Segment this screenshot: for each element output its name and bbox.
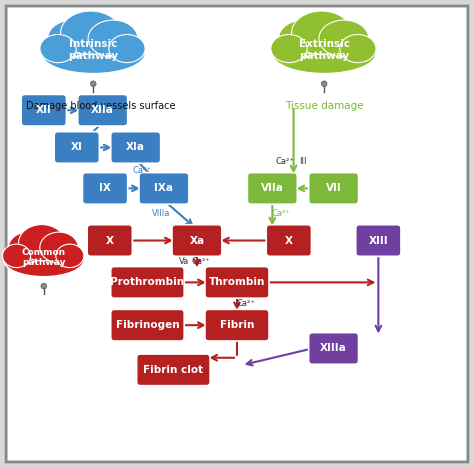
FancyBboxPatch shape [139,173,189,204]
FancyBboxPatch shape [266,225,311,256]
Ellipse shape [48,20,98,57]
Text: VIIa: VIIa [261,183,284,193]
Text: Extrinsic
pathway: Extrinsic pathway [299,39,350,61]
Text: Va: Va [179,257,189,266]
Text: XIIa: XIIa [91,105,114,115]
FancyBboxPatch shape [82,173,128,204]
Text: XI: XI [71,142,83,153]
Text: Ca²⁺: Ca²⁺ [132,166,151,175]
Text: XII: XII [36,105,52,115]
Text: III: III [299,157,307,167]
FancyBboxPatch shape [309,333,358,364]
FancyBboxPatch shape [87,225,132,256]
Text: IXa: IXa [155,183,173,193]
FancyBboxPatch shape [205,309,269,341]
Text: Fibrin clot: Fibrin clot [143,365,203,375]
Ellipse shape [271,35,307,63]
Ellipse shape [319,20,369,57]
FancyBboxPatch shape [21,95,66,126]
Text: Ca²⁺: Ca²⁺ [192,257,210,266]
Circle shape [321,81,327,87]
Text: Damage blood vessels surface: Damage blood vessels surface [26,101,175,111]
Ellipse shape [40,232,78,263]
FancyBboxPatch shape [111,267,184,298]
Ellipse shape [340,35,376,63]
FancyBboxPatch shape [205,267,269,298]
Text: Fibrin: Fibrin [220,320,254,330]
Text: XIIIa: XIIIa [320,344,347,353]
Text: X: X [106,235,114,246]
FancyBboxPatch shape [6,6,468,462]
FancyBboxPatch shape [247,173,297,204]
Ellipse shape [88,20,138,57]
Text: X: X [285,235,293,246]
FancyBboxPatch shape [111,132,161,163]
Ellipse shape [279,20,328,57]
Text: XIa: XIa [126,142,145,153]
Circle shape [91,81,96,87]
Text: Prothrombin: Prothrombin [110,278,184,287]
FancyBboxPatch shape [54,132,100,163]
FancyBboxPatch shape [356,225,401,256]
Ellipse shape [292,11,352,55]
Text: Common
pathway: Common pathway [22,248,66,267]
Text: XIII: XIII [369,235,388,246]
Text: VIIIa: VIIIa [152,210,170,219]
Ellipse shape [18,225,65,261]
Text: Xa: Xa [190,235,204,246]
Text: Ca²⁺: Ca²⁺ [237,299,255,308]
Text: Thrombin: Thrombin [209,278,265,287]
FancyBboxPatch shape [78,95,128,126]
FancyBboxPatch shape [137,354,210,386]
Text: Fibrinogen: Fibrinogen [116,320,179,330]
Ellipse shape [109,35,145,63]
Ellipse shape [2,244,31,268]
Ellipse shape [56,244,84,268]
Ellipse shape [41,34,145,73]
Ellipse shape [273,34,376,73]
FancyBboxPatch shape [172,225,222,256]
Ellipse shape [9,232,47,263]
Text: Intrinsic
pathway: Intrinsic pathway [68,39,118,61]
Text: Tissue damage: Tissue damage [285,101,364,111]
Ellipse shape [61,11,121,55]
Text: Ca²⁺: Ca²⁺ [272,210,291,219]
Circle shape [41,283,46,289]
Text: VII: VII [326,183,341,193]
FancyBboxPatch shape [111,309,184,341]
Ellipse shape [4,243,84,277]
FancyBboxPatch shape [309,173,358,204]
Ellipse shape [40,35,76,63]
Text: IX: IX [99,183,111,193]
Text: Ca²⁺: Ca²⁺ [276,157,294,167]
